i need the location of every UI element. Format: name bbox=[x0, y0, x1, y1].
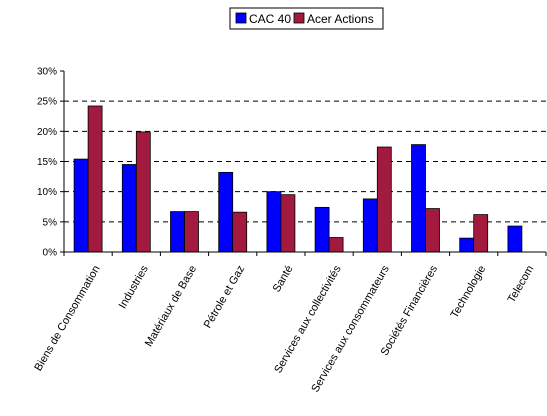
bar-cac40 bbox=[459, 237, 475, 253]
legend-swatch bbox=[235, 12, 247, 24]
bar-cac40 bbox=[411, 144, 426, 253]
bar-acer-actions bbox=[135, 131, 151, 253]
legend: CAC 40 Acer Actions bbox=[229, 7, 384, 30]
bar-acer-actions bbox=[473, 214, 489, 253]
x-tick-label: Industries bbox=[117, 263, 151, 311]
legend-label: Acer Actions bbox=[307, 12, 374, 26]
bar-cac40 bbox=[507, 225, 523, 253]
legend-label: CAC 40 bbox=[249, 12, 291, 26]
bar-cac40 bbox=[218, 171, 234, 253]
bar-cac40 bbox=[362, 198, 378, 253]
legend-box bbox=[229, 7, 384, 30]
x-tick-label: Technologie bbox=[449, 264, 489, 321]
bar-acer-actions bbox=[184, 211, 199, 253]
bar-acer-actions bbox=[425, 208, 440, 253]
bar-acer-actions bbox=[280, 194, 296, 253]
y-tick-label: 0% bbox=[43, 248, 58, 259]
bar-acer-actions bbox=[87, 105, 103, 253]
y-tick-label: 25% bbox=[37, 97, 57, 108]
x-tick-label: Telecom bbox=[506, 264, 537, 305]
bar-cac40 bbox=[314, 206, 330, 253]
bar-acer-actions bbox=[232, 211, 248, 253]
x-tick-label: Biens de Consommation bbox=[32, 264, 102, 374]
y-tick-label: 15% bbox=[37, 157, 57, 168]
bar-acer-actions bbox=[376, 146, 392, 253]
bars bbox=[73, 105, 523, 253]
bar-cac40 bbox=[73, 158, 89, 253]
x-axis-labels: Biens de Consommation IndustriesMatériaux… bbox=[32, 263, 536, 394]
y-tick-label: 20% bbox=[37, 127, 57, 138]
axes bbox=[63, 71, 547, 256]
x-tick-label: Matériaux de Base bbox=[143, 264, 199, 349]
y-tick-label: 5% bbox=[43, 217, 58, 228]
y-tick-label: 10% bbox=[37, 187, 57, 198]
bar-cac40 bbox=[266, 191, 282, 253]
legend-swatch bbox=[293, 12, 305, 24]
x-tick-label: Sociétés Financières bbox=[379, 263, 441, 358]
bar-acer-actions bbox=[328, 237, 344, 253]
bar-cac40 bbox=[121, 164, 137, 253]
bar-cac40 bbox=[170, 211, 185, 253]
y-axis-ticks: 0% 5% 10% 15% 20% 25% 30% bbox=[37, 67, 64, 259]
y-tick-label: 30% bbox=[37, 67, 57, 78]
x-tick-label: Pétrole et Gaz bbox=[202, 264, 248, 331]
x-tick-label: Santé bbox=[271, 264, 296, 295]
